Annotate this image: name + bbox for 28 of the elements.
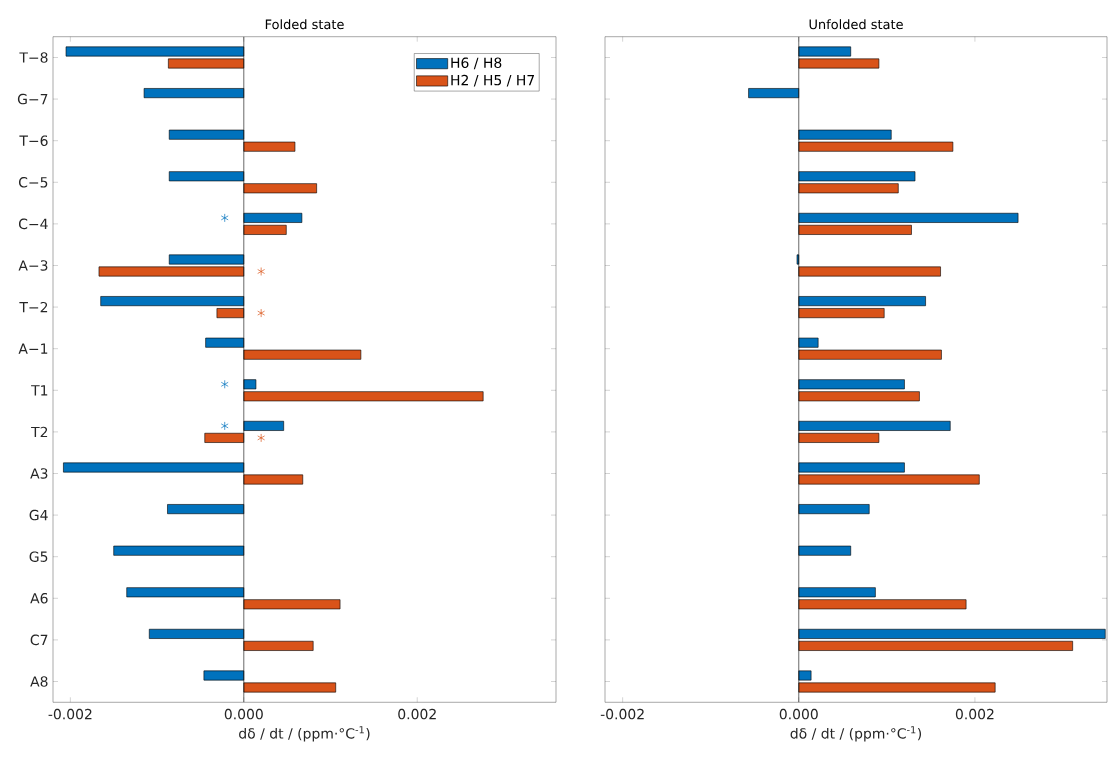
x-tick-label: 0.002	[398, 708, 436, 720]
y-tick-label: T1	[31, 385, 48, 396]
y-tick-label: T2	[31, 426, 48, 438]
y-tick-label: T−6	[19, 135, 48, 146]
legend-label: H2 / H5 / H7	[451, 74, 535, 87]
chart-title: Unfolded state	[809, 19, 903, 30]
y-tick-label: G5	[29, 551, 48, 562]
y-tick-label: A−1	[18, 343, 48, 354]
x-axis-title: dδ / dt / (ppm·°C$^{-1}$)	[239, 726, 370, 742]
y-tick-label: T−2	[19, 301, 48, 313]
y-tick-label: C7	[30, 634, 48, 646]
legend-label: H6 / H8	[451, 57, 502, 70]
x-tick-label: -0.002	[48, 708, 92, 720]
y-tick-label: G−7	[17, 93, 48, 105]
x-tick-label: -0.002	[600, 708, 644, 720]
y-tick-label: A8	[30, 676, 48, 687]
y-tick-label: C−5	[18, 177, 48, 188]
y-tick-label: A−3	[18, 260, 48, 271]
x-tick-label: 0.000	[779, 708, 818, 720]
y-tick-label: C−4	[18, 218, 48, 230]
x-tick-label: 0.002	[955, 708, 994, 720]
x-axis-title: dδ / dt / (ppm·°C$^{-1}$)	[790, 726, 922, 742]
y-tick-label: A6	[30, 593, 48, 604]
y-tick-label: T−8	[19, 52, 48, 63]
y-tick-label: G4	[29, 509, 48, 521]
chart-title: Folded state	[265, 19, 344, 30]
y-tick-label: A3	[30, 468, 48, 479]
x-tick-label: 0.000	[224, 708, 263, 720]
